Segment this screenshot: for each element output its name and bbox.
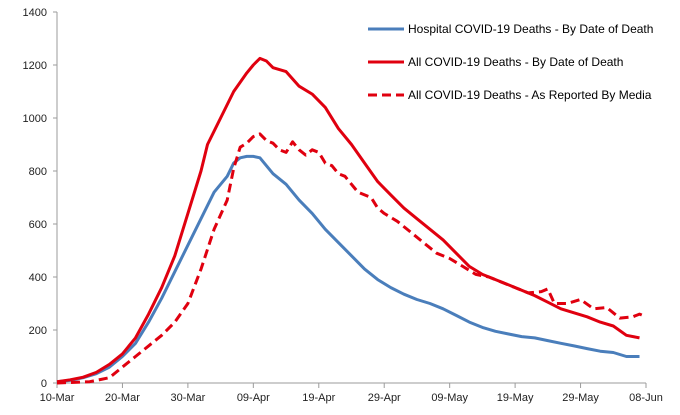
y-tick-label: 1400 — [23, 7, 47, 19]
all-deaths-line — [56, 56, 640, 384]
x-tick-label: 08-Jun — [629, 392, 663, 404]
x-tick-label: 20-Mar — [105, 392, 140, 404]
y-tick-label: 1000 — [23, 113, 47, 125]
x-tick-label: 09-May — [431, 392, 468, 404]
y-tick-label: 200 — [29, 325, 47, 337]
y-tick-label: 800 — [29, 166, 47, 178]
x-tick-label: 29-May — [562, 392, 599, 404]
plot-area — [56, 56, 647, 385]
y-tick-label: 0 — [41, 378, 47, 390]
x-tick-label: 30-Mar — [170, 392, 205, 404]
hospital-deaths-line — [56, 154, 640, 384]
x-axis: 10-Mar 20-Mar 30-Mar 09-Apr 19-Apr 29-Apr 09-M… — [40, 382, 663, 404]
x-tick-label: 19-Apr — [302, 392, 335, 404]
y-tick-label: 1200 — [23, 60, 47, 72]
x-tick-label: 29-Apr — [368, 392, 401, 404]
legend-label: Hospital COVID-19 Deaths - By Date of De… — [408, 22, 653, 36]
x-tick-label: 09-Apr — [237, 392, 270, 404]
legend: Hospital COVID-19 Deaths - By Date of De… — [368, 22, 653, 102]
media-reported-deaths-line — [56, 132, 647, 385]
legend-label: All COVID-19 Deaths - By Date of Death — [408, 55, 623, 69]
legend-label: All COVID-19 Deaths - As Reported By Med… — [408, 88, 652, 102]
y-axis: 0 200 400 600 800 1000 1200 1400 — [23, 7, 58, 390]
x-tick-label: 19-May — [497, 392, 534, 404]
y-tick-label: 400 — [29, 272, 47, 284]
y-tick-label: 600 — [29, 219, 47, 231]
x-tick-label: 10-Mar — [40, 392, 75, 404]
